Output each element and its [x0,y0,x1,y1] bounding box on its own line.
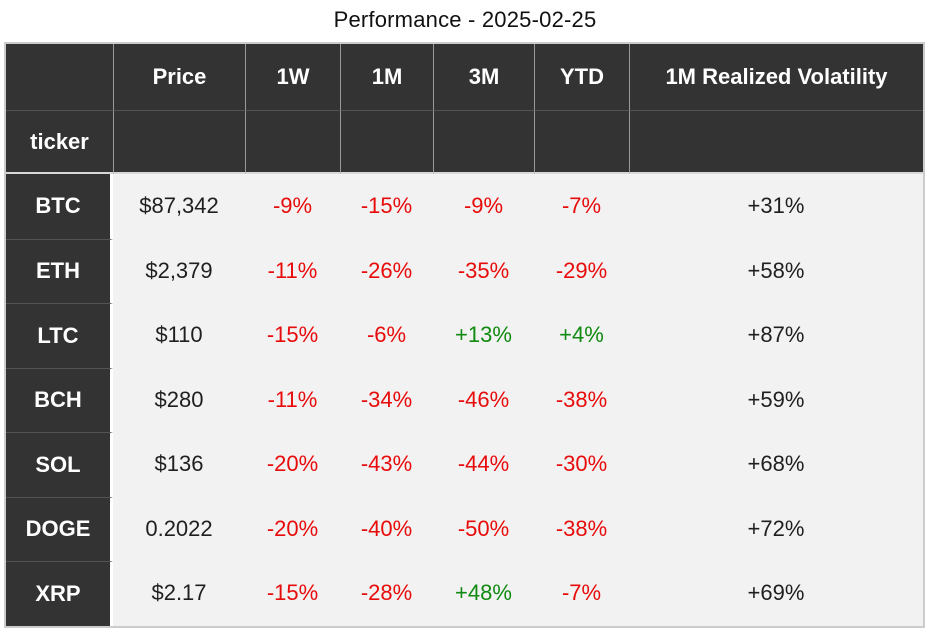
cell-xrp-ytd: -7% [534,561,629,626]
cell-doge-1m-realized-volatility: +72% [629,496,923,561]
cell-doge-3m: -50% [433,496,534,561]
cell-doge-price: 0.2022 [113,496,245,561]
cell-doge-1w: -20% [245,496,340,561]
cell-ltc-1m: -6% [340,303,433,368]
index-row-filler-cell [113,110,245,174]
cell-doge-1m: -40% [340,496,433,561]
cell-btc-1m: -15% [340,174,433,239]
cell-xrp-1m-realized-volatility: +69% [629,561,923,626]
cell-xrp-1w: -15% [245,561,340,626]
cell-btc-1m-realized-volatility: +31% [629,174,923,239]
cell-xrp-price: $2.17 [113,561,245,626]
table-row: DOGE 0.2022 -20% -40% -50% -38% +72% [6,496,923,561]
cell-eth-1m: -26% [340,238,433,303]
cell-bch-3m: -46% [433,367,534,432]
index-row-filler-cell [534,110,629,174]
cell-eth-1m-realized-volatility: +58% [629,238,923,303]
column-header-ytd: YTD [534,44,629,110]
cell-bch-ytd: -38% [534,367,629,432]
cell-btc-1w: -9% [245,174,340,239]
table-row: BTC $87,342 -9% -15% -9% -7% +31% [6,174,923,239]
cell-eth-1w: -11% [245,238,340,303]
index-label-row: ticker [6,110,923,174]
ticker-cell-btc: BTC [6,174,113,239]
ticker-cell-xrp: XRP [6,561,113,626]
cell-xrp-3m: +48% [433,561,534,626]
table-row: ETH $2,379 -11% -26% -35% -29% +58% [6,238,923,303]
index-row-filler-cell [433,110,534,174]
cell-bch-1m-realized-volatility: +59% [629,367,923,432]
ticker-cell-sol: SOL [6,432,113,497]
cell-sol-price: $136 [113,432,245,497]
cell-btc-price: $87,342 [113,174,245,239]
cell-sol-1m: -43% [340,432,433,497]
ticker-cell-doge: DOGE [6,496,113,561]
cell-xrp-1m: -28% [340,561,433,626]
column-header-1m-realized-volatility: 1M Realized Volatility [629,44,923,110]
cell-ltc-price: $110 [113,303,245,368]
header-row: Price 1W 1M 3M YTD 1M Realized Volatility [6,44,923,110]
ticker-cell-ltc: LTC [6,303,113,368]
cell-btc-3m: -9% [433,174,534,239]
index-row-filler-cell [629,110,923,174]
cell-btc-ytd: -7% [534,174,629,239]
index-row-filler-cell [245,110,340,174]
cell-sol-1w: -20% [245,432,340,497]
cell-bch-price: $280 [113,367,245,432]
column-header-1w: 1W [245,44,340,110]
corner-cell [6,44,113,110]
cell-eth-ytd: -29% [534,238,629,303]
column-header-1m: 1M [340,44,433,110]
column-header-3m: 3M [433,44,534,110]
cell-eth-3m: -35% [433,238,534,303]
table-row: LTC $110 -15% -6% +13% +4% +87% [6,303,923,368]
cell-doge-ytd: -38% [534,496,629,561]
cell-sol-ytd: -30% [534,432,629,497]
ticker-cell-eth: ETH [6,238,113,303]
cell-ltc-3m: +13% [433,303,534,368]
table-header: Price 1W 1M 3M YTD 1M Realized Volatility tic… [6,44,923,174]
cell-sol-3m: -44% [433,432,534,497]
cell-bch-1m: -34% [340,367,433,432]
table-row: XRP $2.17 -15% -28% +48% -7% +69% [6,561,923,626]
index-row-filler-cell [340,110,433,174]
performance-table: Price 1W 1M 3M YTD 1M Realized Volatility tic… [4,42,925,628]
table-row: BCH $280 -11% -34% -46% -38% +59% [6,367,923,432]
table-body: BTC $87,342 -9% -15% -9% -7% +31% ETH $2,379-… [6,174,923,626]
index-label-cell: ticker [6,110,113,174]
cell-sol-1m-realized-volatility: +68% [629,432,923,497]
page-title: Performance - 2025-02-25 [333,7,597,32]
cell-eth-price: $2,379 [113,238,245,303]
column-header-price: Price [113,44,245,110]
ticker-cell-bch: BCH [6,367,113,432]
table-row: SOL $136 -20% -43% -44% -30% +68% [6,432,923,497]
cell-ltc-1m-realized-volatility: +87% [629,303,923,368]
cell-ltc-ytd: +4% [534,303,629,368]
cell-ltc-1w: -15% [245,303,340,368]
cell-bch-1w: -11% [245,367,340,432]
